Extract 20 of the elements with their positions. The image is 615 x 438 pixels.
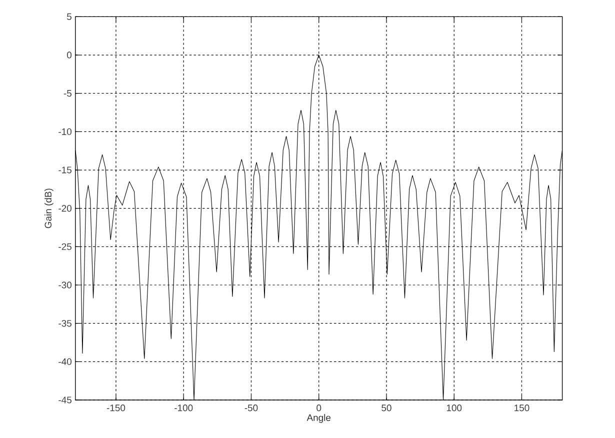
x-tick-label: 50 <box>382 404 392 412</box>
x-tick-label: -150 <box>106 404 126 412</box>
y-tick-label: 5 <box>66 13 72 20</box>
y-tick-label: -30 <box>58 282 72 288</box>
x-tick-label: 100 <box>446 404 462 412</box>
y-tick-label: -5 <box>64 90 72 97</box>
y-axis-title: Gain (dB) <box>44 188 54 228</box>
x-tick-label: 150 <box>514 404 530 412</box>
x-tick-label: 0 <box>316 404 322 412</box>
y-tick-label: -15 <box>58 166 72 174</box>
y-tick-label: -10 <box>58 128 72 136</box>
y-tick-label: -45 <box>58 396 72 404</box>
x-axis-title: Angle <box>306 414 331 423</box>
y-tick-label: -35 <box>58 320 72 327</box>
y-tick-label: 0 <box>66 52 72 58</box>
y-tick-label: -40 <box>58 358 72 366</box>
y-tick-label: -25 <box>58 243 72 250</box>
x-tick-label: -100 <box>174 404 193 412</box>
x-tick-label: -50 <box>244 404 258 412</box>
y-tick-label: -20 <box>58 204 72 212</box>
